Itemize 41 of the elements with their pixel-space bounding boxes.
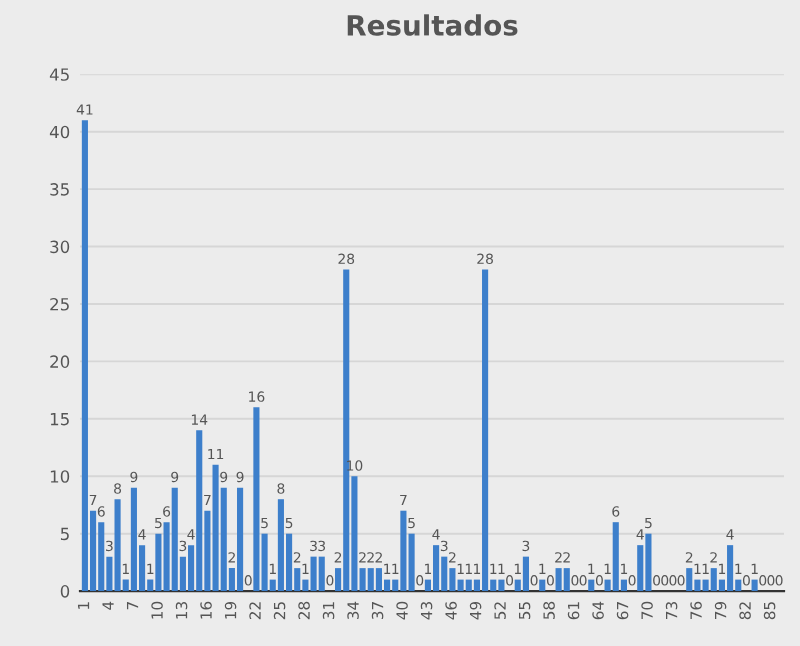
- bar: [563, 568, 570, 592]
- y-tick-label: 5: [60, 527, 69, 541]
- y-tick-label: 10: [50, 470, 70, 483]
- bar: [727, 545, 734, 592]
- bar: [253, 407, 260, 592]
- bar: [539, 579, 546, 592]
- bar: [114, 499, 121, 592]
- bar: [710, 568, 717, 592]
- y-tick-label: 15: [50, 413, 69, 426]
- bar: [751, 579, 758, 592]
- bar: [482, 269, 489, 592]
- y-tick-label: 30: [50, 240, 70, 254]
- chart-title: Resultados: [347, 14, 518, 36]
- bar: [130, 487, 137, 592]
- bar: [522, 556, 529, 592]
- bar: [367, 568, 374, 592]
- bar: [400, 510, 407, 592]
- bar: [277, 499, 284, 592]
- bar: [498, 579, 505, 592]
- bar: [433, 545, 440, 592]
- bar: [375, 568, 382, 592]
- bar: [196, 430, 203, 592]
- bar: [171, 487, 178, 592]
- bar: [81, 120, 88, 592]
- bar: [555, 568, 562, 592]
- bar: [343, 269, 350, 592]
- bar: [645, 533, 652, 592]
- bar: [237, 487, 244, 592]
- bar: [318, 556, 325, 592]
- bar: [465, 579, 472, 592]
- y-tick-label: 0: [60, 585, 70, 598]
- bar: [612, 522, 619, 592]
- bar: [588, 579, 595, 592]
- y-tick-label: 45: [49, 68, 69, 81]
- y-tick-label: 35: [50, 183, 69, 196]
- y-tick-label: 40: [49, 125, 70, 139]
- y-tick-label: 20: [50, 355, 70, 368]
- bar: [686, 568, 693, 592]
- y-tick-label: 25: [50, 297, 69, 311]
- bar: [212, 464, 219, 592]
- bar: [310, 556, 317, 592]
